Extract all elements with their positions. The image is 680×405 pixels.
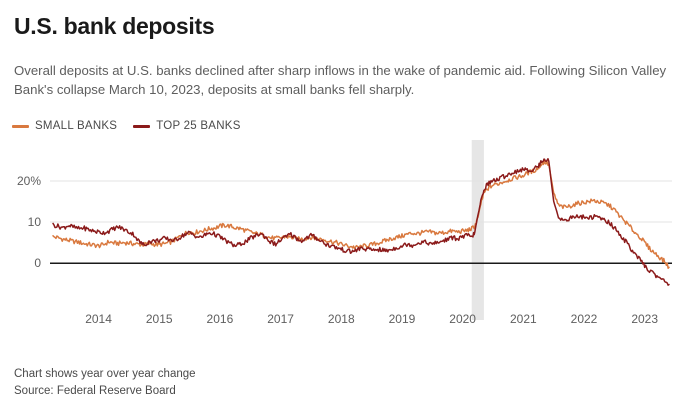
chart-footnotes: Chart shows year over year change Source…: [14, 366, 196, 401]
recession-bands: [471, 140, 484, 320]
legend-item-small-banks[interactable]: SMALL BANKS: [12, 120, 117, 132]
legend-item-top-25-banks[interactable]: TOP 25 BANKS: [133, 120, 240, 132]
footnote-source: Source: Federal Reserve Board: [14, 385, 176, 398]
x-axis-tick-label: 2020: [449, 312, 476, 326]
y-axis-labels: 20% 10 0: [17, 174, 41, 270]
gridlines: [50, 180, 672, 223]
x-axis-tick-label: 2021: [510, 312, 537, 326]
series-line: [52, 159, 670, 269]
legend-label-top-25-banks: TOP 25 BANKS: [156, 120, 241, 132]
x-axis-tick-label: 2016: [207, 312, 234, 326]
chart-subtitle: Overall deposits at U.S. banks declined …: [14, 63, 667, 97]
chart-legend: SMALL BANKS TOP 25 BANKS: [12, 120, 241, 132]
x-axis-tick-label: 2015: [146, 312, 173, 326]
data-series: [52, 158, 670, 286]
chart-title: U.S. bank deposits: [14, 13, 215, 39]
x-axis-tick-label: 2018: [328, 312, 355, 326]
x-axis-tick-label: 2014: [85, 312, 112, 326]
footnote-note: Chart shows year over year change: [14, 368, 196, 380]
y-axis-tick-label: 0: [34, 256, 41, 270]
x-axis-tick-label: 2017: [267, 312, 294, 326]
y-axis-tick-label: 20%: [17, 174, 41, 188]
plot-area: 20% 10 0 2014 2015 2016 2017 2018 2019 2020 2021 2…: [0, 140, 680, 355]
legend-label-small-banks: SMALL BANKS: [35, 120, 118, 132]
x-axis-labels: 2014 2015 2016 2017 2018 2019 2020 2021 2022 2023: [85, 312, 658, 326]
y-axis-tick-label: 10: [28, 215, 42, 229]
chart-svg: 20%100 2014 2015 2016 2017 2018 2019 2020 2021 2…: [17, 140, 672, 326]
x-axis-tick-label: 2022: [571, 312, 598, 326]
legend-swatch-top-25-banks: [133, 124, 151, 128]
recession-band: [471, 140, 484, 320]
series-line: [52, 158, 670, 286]
x-axis-tick-label: 2019: [389, 312, 416, 326]
legend-swatch-small-banks: [12, 124, 29, 128]
x-axis-tick-label: 2023: [631, 312, 658, 326]
